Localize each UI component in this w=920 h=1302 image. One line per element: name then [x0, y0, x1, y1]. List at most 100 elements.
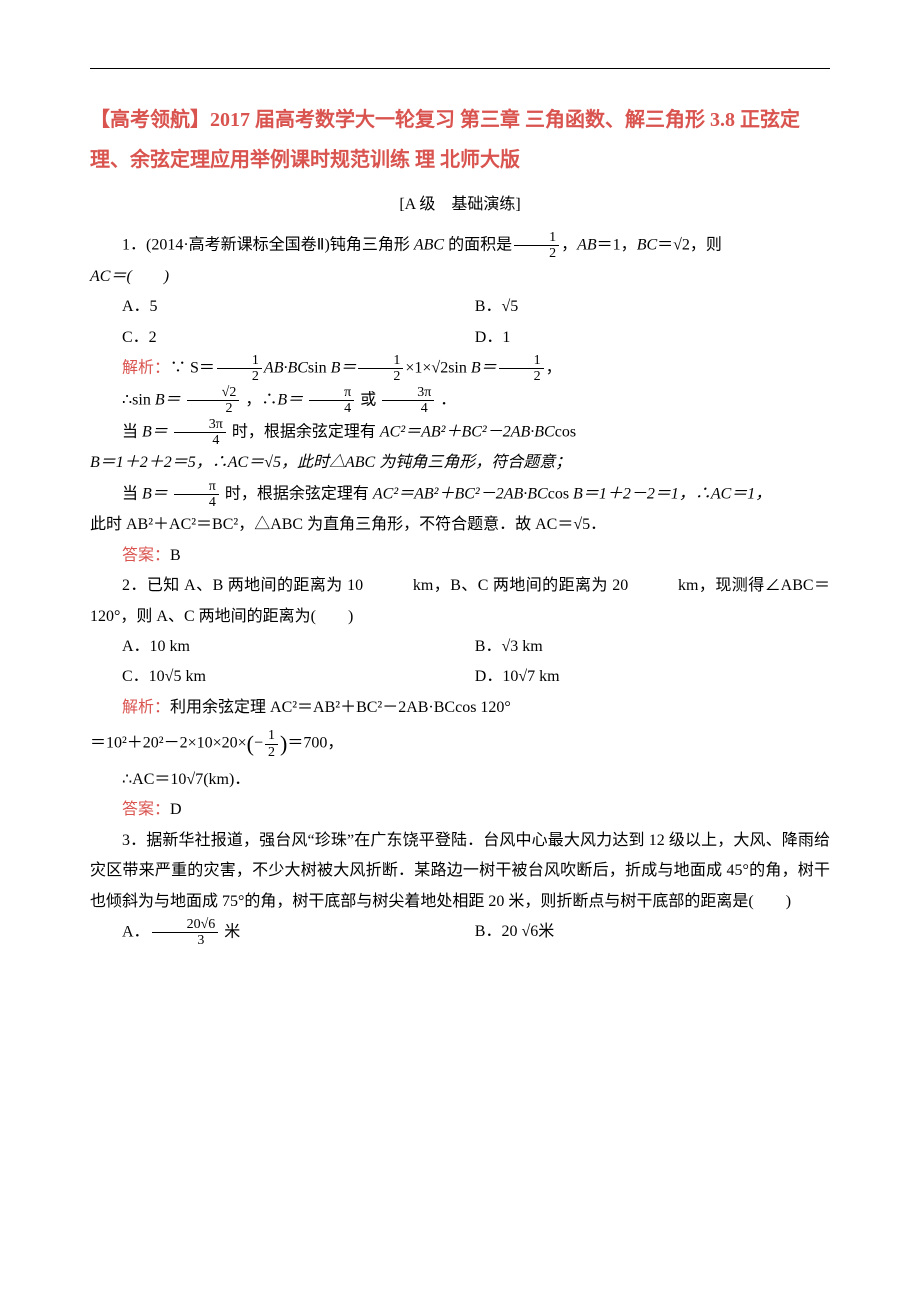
q1-analysis-2: ∴sin B＝ √22 ，∴B＝ π4 或 3π4 ．	[90, 385, 830, 417]
bc: BC	[637, 237, 657, 254]
oa1: A．	[122, 924, 150, 941]
q1-analysis-4: B＝1＋2＋2＝5，∴AC＝√5，此时△ABC 为钝角三角形，符合题意；	[90, 448, 830, 478]
q2-opt-d: D．10√7 km	[475, 662, 830, 692]
d: 4	[309, 401, 354, 416]
section-label: [A 级 基础演练]	[90, 190, 830, 214]
a5c: 时，根据余弦定理有	[221, 485, 373, 502]
q2-analysis-1: 解析：利用余弦定理 AC²＝AB²＋BC²－2AB·BCcos 120°	[90, 693, 830, 723]
q3-fracA: 20√63	[152, 917, 219, 949]
d: 2	[358, 369, 403, 384]
q1-abc: ABC	[414, 237, 444, 254]
oa2: 米	[220, 924, 240, 941]
a5b: B＝	[142, 485, 172, 502]
a1e: ×1×√2	[405, 360, 448, 377]
q1-opt-c: C．2	[90, 323, 475, 353]
n: 1	[358, 353, 403, 369]
n: 1	[265, 728, 278, 744]
d: 2	[217, 369, 262, 384]
fpi4b: π4	[174, 479, 219, 511]
n: π	[174, 479, 219, 495]
q1-mid: 的面积是	[444, 237, 512, 254]
q1-analysis-1: 解析：∵ S＝12AB·BCsin B＝12×1×√2sin B＝12，	[90, 353, 830, 385]
a2e: 或	[356, 391, 380, 408]
q1-analysis-3: 当 B＝ 3π4 时，根据余弦定理有 AC²＝AB²＋BC²－2AB·BCcos	[90, 417, 830, 449]
q1-opt-d: D．1	[475, 323, 830, 353]
a5e: cos	[548, 485, 573, 502]
q1-analysis-5: 当 B＝ π4 时，根据余弦定理有 AC²＝AB²＋BC²－2AB·BCcos …	[90, 479, 830, 511]
q3-opt-b: B．20 √6米	[475, 917, 830, 949]
d: 2	[187, 401, 240, 416]
n: π	[309, 385, 354, 401]
q2-opt-a: A．10 km	[90, 632, 475, 662]
doc-title: 【高考领航】2017 届高考数学大一轮复习 第三章 三角函数、解三角形 3.8 …	[90, 100, 830, 180]
q1-stem: 1．(2014·高考新课标全国卷Ⅱ)钝角三角形 ABC 的面积是12，AB＝1，…	[90, 230, 830, 262]
ans: D	[170, 801, 182, 818]
analysis-label: 解析：	[122, 360, 170, 377]
frac-half: 12	[514, 230, 559, 262]
a3e: cos	[555, 423, 576, 440]
q1-row-ab: A．5 B．√5	[90, 292, 830, 322]
fr22: √22	[187, 385, 240, 417]
q2-row-ab: A．10 km B．√3 km	[90, 632, 830, 662]
q1-opt-a: A．5	[90, 292, 475, 322]
a2d: B＝	[277, 391, 307, 408]
n: 20√6	[152, 917, 219, 933]
header-rule	[90, 68, 830, 69]
a1d: B＝	[331, 360, 357, 377]
page: 【高考领航】2017 届高考数学大一轮复习 第三章 三角函数、解三角形 3.8 …	[0, 0, 920, 1009]
n: 1	[217, 353, 262, 369]
d: 2	[265, 745, 278, 760]
q1-row-cd: C．2 D．1	[90, 323, 830, 353]
t2: ＝1，	[597, 237, 637, 254]
a5f: B＝1＋2－2＝1，∴AC＝1，	[573, 485, 771, 502]
a3a: 当	[122, 423, 142, 440]
neg-half: 12	[265, 728, 278, 760]
q1-ac-line: AC＝( )	[90, 262, 830, 292]
a3d: AC²＝AB²＋BC²－2AB·BC	[380, 423, 555, 440]
q3-stem: 3．据新华社报道，强台风“珍珠”在广东饶平登陆．台风中心最大风力达到 12 级以…	[90, 826, 830, 917]
ans: B	[170, 547, 181, 564]
a2f: ．	[436, 391, 456, 408]
a6: 此时 AB²＋AC²＝BC²，△ABC 为直角三角形，不符合题意．故 AC＝√5…	[90, 516, 606, 533]
f2: 12	[358, 353, 403, 385]
a1g: B＝	[471, 360, 497, 377]
a3c: 时，根据余弦定理有	[228, 423, 380, 440]
q2-analysis-2: ＝10²＋20²－2×10×20×(−12)＝700，	[90, 723, 830, 765]
t1: ，	[561, 237, 577, 254]
f3pi4b: 3π4	[174, 417, 226, 449]
n: 3π	[174, 417, 226, 433]
bigL: (	[247, 731, 254, 756]
answer-label: 答案：	[122, 801, 170, 818]
a5d: AC²＝AB²＋BC²－2AB·BC	[373, 485, 548, 502]
q2-row-cd: C．10√5 km D．10√7 km	[90, 662, 830, 692]
q2a2a: ＝10²＋20²－2×10×20×	[90, 735, 247, 752]
q1-prefix: 1．(2014·高考新课标全国卷Ⅱ)钝角三角形	[122, 237, 414, 254]
num: 1	[514, 230, 559, 246]
q1-answer: 答案：B	[90, 541, 830, 571]
a2b: B＝	[155, 391, 185, 408]
a2a: ∴sin	[122, 391, 155, 408]
answer-label: 答案：	[122, 547, 170, 564]
q1-analysis-6: 此时 AB²＋AC²＝BC²，△ABC 为直角三角形，不符合题意．故 AC＝√5…	[90, 510, 830, 540]
q1-opt-b: B．√5	[475, 292, 830, 322]
d: 4	[174, 495, 219, 510]
q2a2b: ＝700，	[287, 735, 343, 752]
fpi4: π4	[309, 385, 354, 417]
a1b: AB·BC	[264, 360, 308, 377]
d: 2	[499, 369, 544, 384]
q3-row-ab: A．20√63 米 B．20 √6米	[90, 917, 830, 949]
t3: ＝√2，则	[657, 237, 722, 254]
a5a: 当	[122, 485, 142, 502]
q2-answer: 答案：D	[90, 795, 830, 825]
a1c: sin	[308, 360, 331, 377]
q3-opt-a: A．20√63 米	[90, 917, 475, 949]
d: 3	[152, 933, 219, 948]
a1a: ∵ S＝	[170, 360, 215, 377]
q2-opt-b: B．√3 km	[475, 632, 830, 662]
den: 2	[514, 246, 559, 261]
neg: −	[254, 735, 263, 752]
n: 1	[499, 353, 544, 369]
f3: 12	[499, 353, 544, 385]
d: 4	[382, 401, 434, 416]
d: 4	[174, 433, 226, 448]
